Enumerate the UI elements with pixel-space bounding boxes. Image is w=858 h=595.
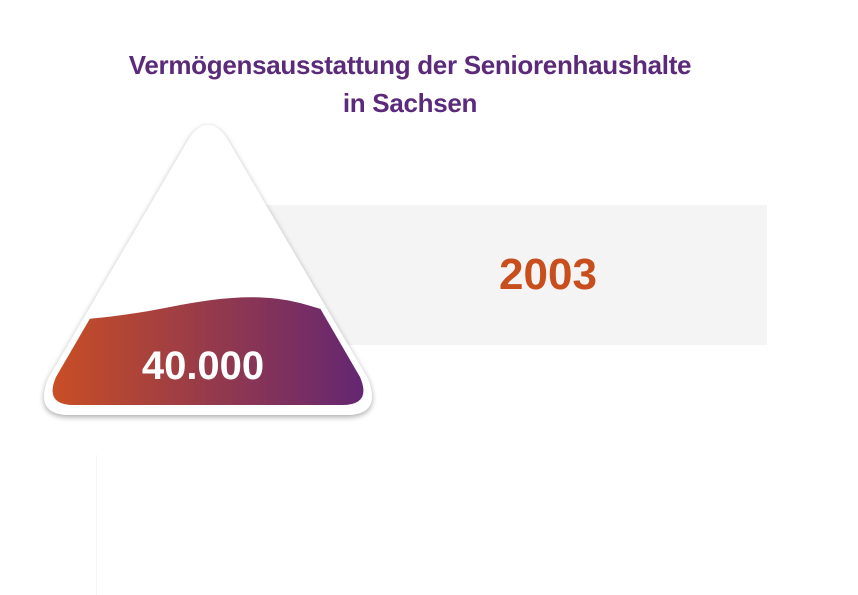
divider-line [96,455,97,595]
wealth-value: 40.000 [141,344,265,388]
year-label: 2003 [499,250,597,299]
triangle-fill-wave [52,297,364,405]
title-line-1: Vermögensausstattung der Seniorenhaushal… [128,50,692,80]
page-title: Vermögensausstattung der Seniorenhaushal… [60,46,760,122]
wealth-triangle-graphic [44,125,372,415]
year-band [262,205,767,345]
title-line-2: in Sachsen [342,88,478,118]
